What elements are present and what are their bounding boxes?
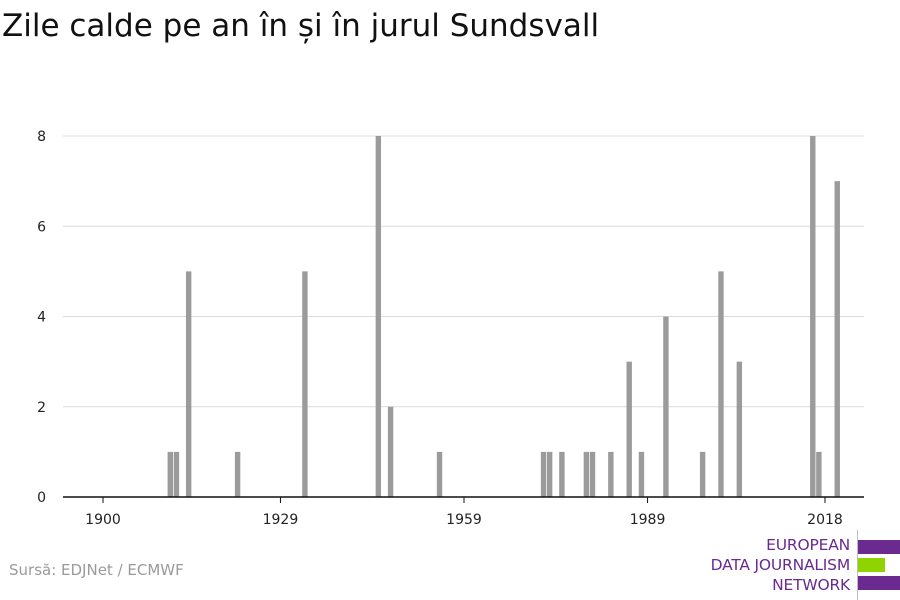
bar bbox=[234, 451, 241, 498]
y-tick-label: 4 bbox=[37, 310, 46, 326]
x-tick-label: 1929 bbox=[263, 512, 299, 528]
bar bbox=[816, 451, 822, 498]
bar bbox=[736, 361, 743, 498]
x-tick-label: 1900 bbox=[85, 512, 121, 528]
bar bbox=[638, 451, 645, 498]
bar bbox=[663, 316, 669, 497]
edjnet-logo: EUROPEAN DATA JOURNALISM NETWORK bbox=[700, 530, 900, 600]
bar bbox=[810, 136, 816, 497]
source-note: Sursă: EDJNet / ECMWF bbox=[9, 561, 184, 579]
x-tick-label: 1989 bbox=[630, 512, 666, 528]
bar bbox=[559, 451, 565, 498]
bar bbox=[834, 181, 840, 498]
bar bbox=[608, 451, 614, 498]
y-tick-label: 2 bbox=[37, 400, 46, 416]
gridlines bbox=[63, 135, 864, 408]
bar bbox=[173, 451, 180, 498]
x-tick-label: 2018 bbox=[807, 512, 843, 528]
bar bbox=[302, 271, 308, 498]
y-tick-label: 0 bbox=[37, 490, 46, 506]
logo-line-3: NETWORK bbox=[772, 576, 850, 594]
y-tick-label: 6 bbox=[37, 219, 46, 235]
y-axis: 0 2 4 6 8 bbox=[37, 129, 46, 506]
bar bbox=[546, 451, 553, 498]
bar bbox=[167, 451, 174, 498]
bar bbox=[185, 271, 192, 498]
logo-divider bbox=[857, 530, 858, 600]
bar-chart: 0 2 4 6 8 1900 1929 1959 1989 2018 bbox=[37, 129, 864, 528]
logo-bar-purple-top bbox=[858, 540, 900, 554]
bar-series bbox=[167, 136, 840, 498]
bar bbox=[699, 451, 706, 498]
logo-line-2: DATA JOURNALISM bbox=[710, 556, 851, 574]
x-axis: 1900 1929 1959 1989 2018 bbox=[63, 496, 864, 528]
logo-bar-green bbox=[858, 558, 885, 572]
bar bbox=[626, 361, 632, 498]
bar bbox=[375, 136, 382, 497]
bar bbox=[540, 451, 547, 498]
x-tick-label: 1959 bbox=[446, 512, 482, 528]
logo-line-1: EUROPEAN bbox=[766, 536, 850, 554]
y-tick-label: 8 bbox=[37, 129, 46, 145]
chart-title: Zile calde pe an în și în jurul Sundsval… bbox=[2, 8, 600, 44]
bar bbox=[718, 271, 724, 498]
logo-bar-purple-bottom bbox=[858, 576, 900, 590]
bar bbox=[583, 451, 590, 498]
bar bbox=[436, 451, 443, 498]
bar bbox=[589, 451, 596, 498]
bar bbox=[387, 406, 394, 497]
